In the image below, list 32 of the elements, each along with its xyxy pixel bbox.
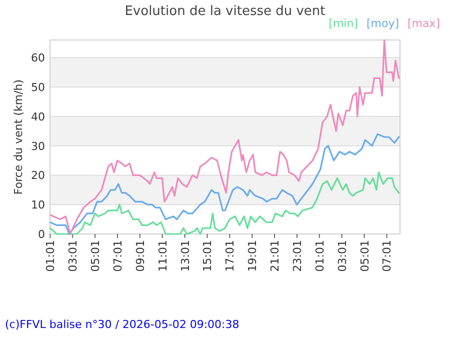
x-tick-label: 05:01 [358, 240, 372, 272]
x-tick-label: 03:01 [66, 240, 80, 272]
x-tick-label: 09:01 [134, 240, 147, 272]
x-tick-label: 17:01 [224, 240, 237, 272]
x-tick-label: 01:01 [313, 240, 326, 272]
x-tick-label: 07:01 [380, 240, 394, 272]
x-tick-label: 11:01 [156, 240, 170, 272]
text: [moy] [366, 17, 399, 30]
x-tick-label: 13:01 [178, 240, 192, 272]
x-tick-label: 19:01 [246, 240, 260, 272]
y-tick-label: 10 [31, 198, 45, 212]
line-series [50, 39, 400, 235]
y-tick-label: 30 [31, 140, 45, 153]
chart-title: Evolution de la vitesse du vent [124, 4, 326, 19]
y-tick-label: 40 [31, 110, 45, 124]
x-tick-label: 05:01 [89, 240, 102, 272]
x-tick-label: 03:01 [336, 240, 349, 272]
x-tick-label: 23:01 [290, 240, 304, 272]
x-tick-label: 15:01 [201, 240, 214, 272]
y-tick-label: 60 [31, 52, 45, 65]
text: (c)FFVL balise n°30 / 2026-05-02 09:00:38 [5, 318, 240, 331]
y-axis-title: Force du vent (km/h) [12, 79, 25, 195]
x-tick-label: 07:01 [111, 240, 124, 272]
y-tick-label: 50 [31, 81, 45, 94]
y-tick-label: 20 [31, 169, 45, 182]
x-tick-label: 21:01 [268, 240, 282, 272]
line-series [50, 171, 400, 235]
text: [max] [407, 17, 440, 30]
y-tick-label: 0 [38, 228, 45, 241]
x-tick-label: 01:01 [44, 240, 58, 272]
text: [min] [328, 17, 358, 30]
line-series [50, 133, 400, 235]
